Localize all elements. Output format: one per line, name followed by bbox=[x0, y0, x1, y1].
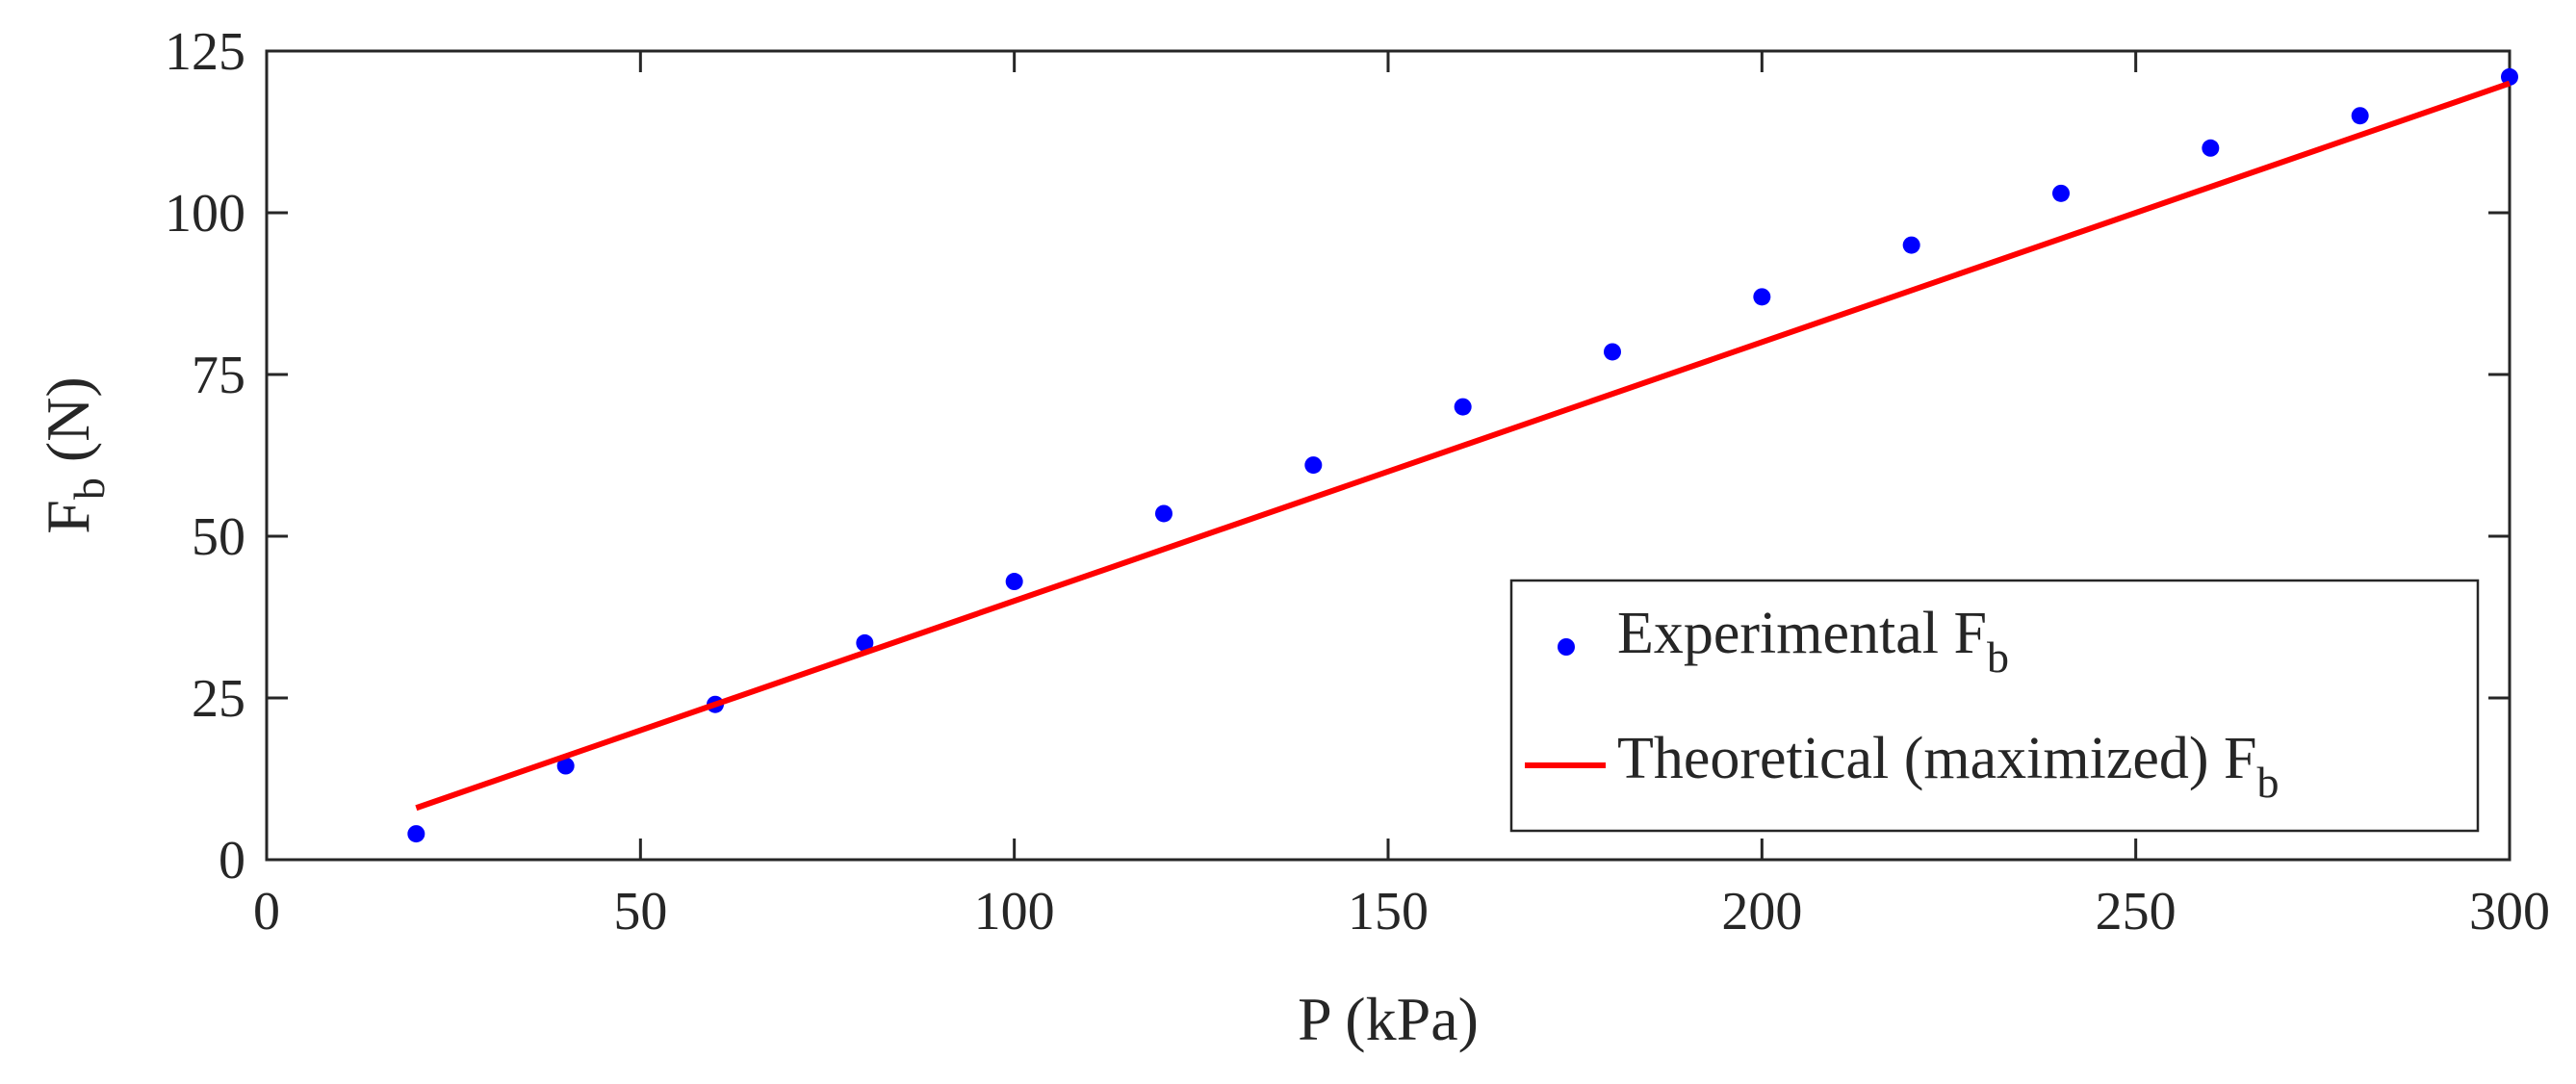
experimental-point bbox=[2351, 107, 2369, 125]
theoretical-line bbox=[415, 80, 2511, 812]
x-tick-label: 150 bbox=[1348, 882, 1429, 942]
experimental-point bbox=[2052, 184, 2070, 202]
experimental-point bbox=[1454, 398, 1472, 416]
x-tick-label: 100 bbox=[974, 882, 1055, 942]
x-tick-label: 250 bbox=[2096, 882, 2177, 942]
experimental-point bbox=[856, 633, 874, 652]
y-axis-title: Fb (N) bbox=[34, 376, 114, 533]
experimental-point bbox=[1005, 573, 1023, 591]
y-tick-label: 125 bbox=[165, 22, 245, 82]
x-axis-title: P (kPa) bbox=[1298, 985, 1479, 1053]
legend-label-experimental: Experimental Fb bbox=[1617, 601, 2009, 682]
legend-marker-experimental bbox=[1558, 638, 1575, 656]
experimental-point bbox=[1902, 236, 1920, 254]
series-layer bbox=[407, 67, 2518, 843]
x-tick-label: 300 bbox=[2469, 882, 2550, 942]
x-tick-label: 0 bbox=[253, 882, 280, 942]
y-tick-label: 0 bbox=[219, 831, 245, 890]
x-ticks: 0 50 100 150 200 250 300 bbox=[253, 51, 2550, 942]
y-tick-label: 100 bbox=[165, 184, 245, 244]
experimental-point bbox=[2202, 139, 2220, 157]
x-tick-label: 50 bbox=[613, 882, 667, 942]
experimental-point bbox=[2501, 67, 2518, 86]
y-tick-label: 25 bbox=[192, 669, 245, 729]
experimental-point bbox=[407, 825, 425, 843]
y-tick-label: 50 bbox=[192, 507, 245, 567]
experimental-point bbox=[556, 757, 575, 775]
y-ticks: 0 25 50 75 100 125 bbox=[165, 22, 2510, 890]
y-tick-label: 75 bbox=[192, 346, 245, 405]
legend-label-theoretical: Theoretical (maximized) Fb bbox=[1617, 726, 2280, 807]
legend-box bbox=[1509, 579, 2480, 833]
experimental-point bbox=[1604, 343, 1621, 361]
experimental-point bbox=[1304, 456, 1323, 475]
x-tick-label: 200 bbox=[1721, 882, 1802, 942]
experimental-point bbox=[1155, 504, 1172, 523]
experimental-point bbox=[1753, 288, 1771, 306]
y-axis-title-text: Fb (N) bbox=[34, 376, 114, 533]
legend: Experimental Fb Theoretical (maximized) … bbox=[1509, 579, 2480, 833]
